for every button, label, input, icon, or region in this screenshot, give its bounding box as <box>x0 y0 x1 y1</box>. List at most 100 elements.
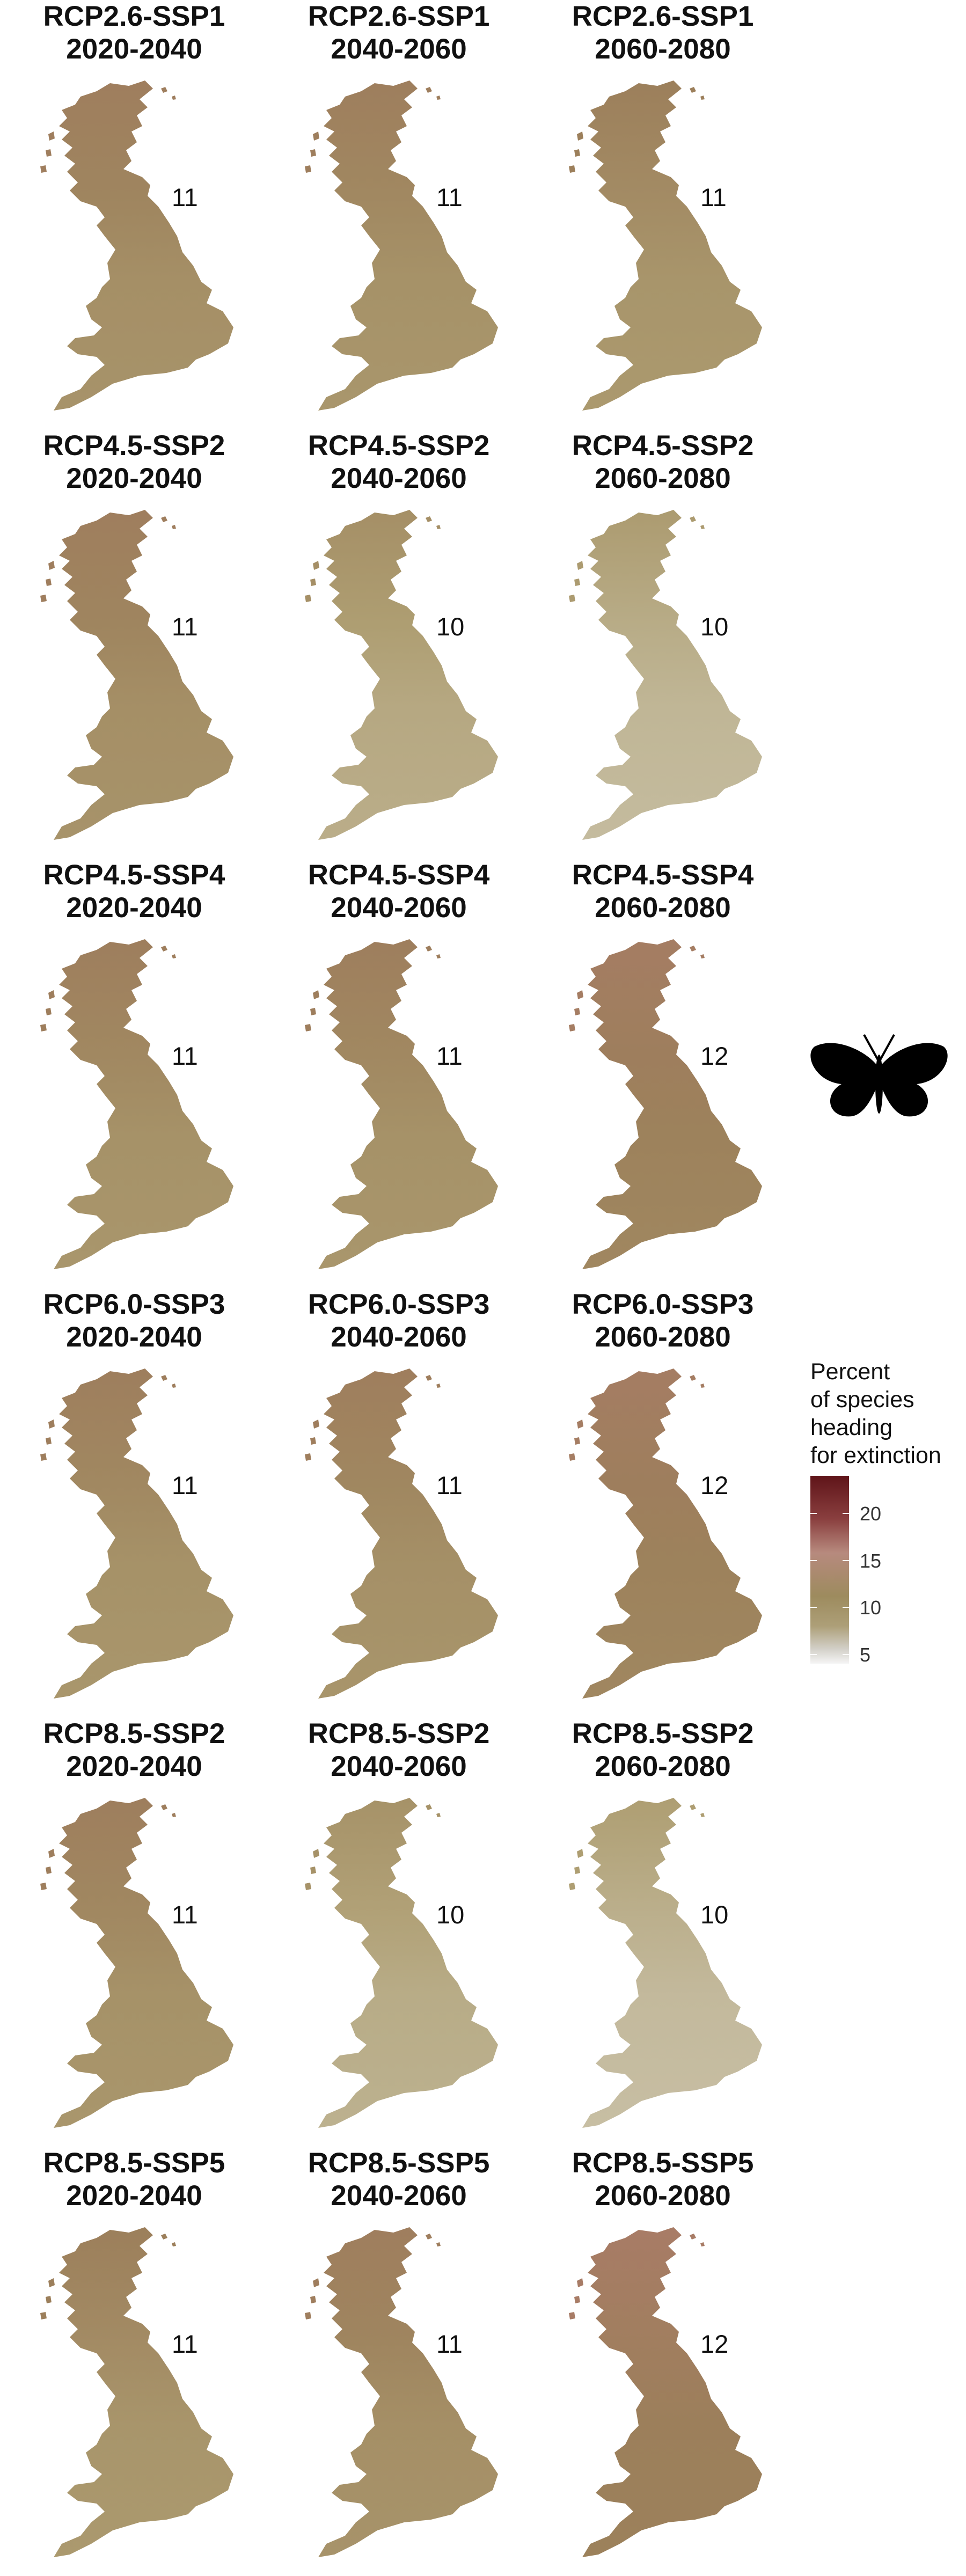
panel-title: RCP6.0-SSP3 2040-2060 <box>273 1288 525 1353</box>
gb-map <box>569 2227 762 2557</box>
gb-map <box>305 80 498 411</box>
legend-title-line: Percent <box>810 1359 890 1385</box>
gb-map <box>569 939 762 1269</box>
legend-gradient <box>810 1476 849 1664</box>
map-panel: RCP8.5-SSP2 2040-2060 10 <box>273 1717 525 2147</box>
panel-mean-value: 10 <box>700 1900 729 1929</box>
panel-title: RCP8.5-SSP5 2040-2060 <box>273 2147 525 2212</box>
legend-tick-label: 5 <box>860 1643 871 1666</box>
panel-mean-value: 12 <box>700 2330 729 2358</box>
map-panel: RCP8.5-SSP5 2040-2060 11 <box>273 2147 525 2576</box>
panel-period: 2020-2040 <box>66 1321 202 1353</box>
gb-mainland <box>54 1798 233 2128</box>
panel-mean-value: 10 <box>436 612 465 641</box>
panel-mean-value: 10 <box>700 612 729 641</box>
panel-mean-value: 11 <box>436 1042 463 1070</box>
panel-title: RCP8.5-SSP5 2020-2040 <box>8 2147 260 2212</box>
panel-mean-value: 12 <box>700 1471 729 1499</box>
gb-map <box>305 939 498 1269</box>
map-panel: RCP2.6-SSP1 2040-2060 11 <box>273 0 525 429</box>
map-panel: RCP6.0-SSP3 2060-2080 12 <box>537 1288 789 1717</box>
panel-scenario: RCP8.5-SSP2 <box>572 1718 754 1750</box>
panel-period: 2040-2060 <box>331 2180 467 2212</box>
gb-map <box>305 1798 498 2128</box>
panel-period: 2020-2040 <box>66 2180 202 2212</box>
panel-title: RCP8.5-SSP2 2060-2080 <box>537 1717 789 1783</box>
gb-map <box>569 1368 762 1699</box>
panel-scenario: RCP8.5-SSP5 <box>308 2147 490 2179</box>
map-panel: RCP2.6-SSP1 2020-2040 11 <box>8 0 260 429</box>
panel-scenario: RCP4.5-SSP2 <box>308 430 490 462</box>
panel-period: 2060-2080 <box>595 1321 731 1353</box>
panel-scenario: RCP4.5-SSP4 <box>572 859 754 891</box>
panel-scenario: RCP4.5-SSP2 <box>572 430 754 462</box>
panel-title: RCP2.6-SSP1 2040-2060 <box>273 0 525 65</box>
panel-scenario: RCP2.6-SSP1 <box>43 1 225 32</box>
gb-mainland <box>54 939 233 1269</box>
gb-mainland <box>54 2227 233 2557</box>
legend-colorbar: 20 15 10 5 <box>810 1476 881 1666</box>
panel-scenario: RCP2.6-SSP1 <box>308 1 490 32</box>
panel-mean-value: 12 <box>700 1042 729 1070</box>
panel-title: RCP6.0-SSP3 2020-2040 <box>8 1288 260 1353</box>
gb-map <box>305 1368 498 1699</box>
map-panel: RCP4.5-SSP2 2020-2040 11 <box>8 429 260 859</box>
panel-scenario: RCP6.0-SSP3 <box>572 1289 754 1320</box>
gb-mainland <box>582 2227 762 2557</box>
panel-period: 2060-2080 <box>595 1751 731 1782</box>
panel-title: RCP8.5-SSP2 2020-2040 <box>8 1717 260 1783</box>
gb-map <box>40 1798 233 2128</box>
legend-tick-label: 10 <box>860 1597 882 1619</box>
gb-map <box>569 80 762 411</box>
legend-title: Percent of species heading for extinctio… <box>810 1358 966 1469</box>
panel-mean-value: 11 <box>436 183 463 211</box>
gb-map <box>305 2227 498 2557</box>
panel-scenario: RCP2.6-SSP1 <box>572 1 754 32</box>
gb-map <box>305 510 498 840</box>
panel-scenario: RCP6.0-SSP3 <box>43 1289 225 1320</box>
map-panel: RCP2.6-SSP1 2060-2080 11 <box>537 0 789 429</box>
gb-mainland <box>54 1368 233 1699</box>
map-panel: RCP4.5-SSP4 2020-2040 11 <box>8 859 260 1288</box>
panel-scenario: RCP4.5-SSP2 <box>43 430 225 462</box>
map-panel: RCP4.5-SSP2 2040-2060 10 <box>273 429 525 859</box>
panel-period: 2020-2040 <box>66 892 202 924</box>
map-panel: RCP8.5-SSP2 2020-2040 11 <box>8 1717 260 2147</box>
gb-mainland <box>318 2227 498 2557</box>
panel-period: 2020-2040 <box>66 33 202 65</box>
gb-mainland <box>318 1798 498 2128</box>
butterfly-icon <box>804 1030 954 1127</box>
panel-title: RCP4.5-SSP2 2020-2040 <box>8 429 260 495</box>
panel-mean-value: 10 <box>436 1900 465 1929</box>
gb-map <box>40 1368 233 1699</box>
map-panel: RCP6.0-SSP3 2020-2040 11 <box>8 1288 260 1717</box>
panel-scenario: RCP4.5-SSP4 <box>43 859 225 891</box>
panel-title: RCP2.6-SSP1 2020-2040 <box>8 0 260 65</box>
panel-scenario: RCP4.5-SSP4 <box>308 859 490 891</box>
legend-title-line: heading <box>810 1415 893 1440</box>
panel-scenario: RCP8.5-SSP2 <box>308 1718 490 1750</box>
panel-period: 2060-2080 <box>595 2180 731 2212</box>
panel-mean-value: 11 <box>700 183 727 211</box>
panel-title: RCP4.5-SSP2 2060-2080 <box>537 429 789 495</box>
panel-period: 2040-2060 <box>331 463 467 494</box>
gb-mainland <box>318 80 498 411</box>
panel-period: 2040-2060 <box>331 1321 467 1353</box>
gb-map <box>569 510 762 840</box>
panel-title: RCP4.5-SSP4 2040-2060 <box>273 859 525 924</box>
map-panel: RCP8.5-SSP5 2020-2040 11 <box>8 2147 260 2576</box>
panel-title: RCP8.5-SSP5 2060-2080 <box>537 2147 789 2212</box>
panel-period: 2020-2040 <box>66 1751 202 1782</box>
gb-map <box>40 510 233 840</box>
panel-period: 2040-2060 <box>331 1751 467 1782</box>
gb-mainland <box>582 510 762 840</box>
map-panel: RCP4.5-SSP2 2060-2080 10 <box>537 429 789 859</box>
panel-mean-value: 11 <box>172 183 198 211</box>
map-panel: RCP4.5-SSP4 2040-2060 11 <box>273 859 525 1288</box>
panel-mean-value: 11 <box>172 1042 198 1070</box>
panel-title: RCP8.5-SSP2 2040-2060 <box>273 1717 525 1783</box>
panel-scenario: RCP8.5-SSP2 <box>43 1718 225 1750</box>
gb-mainland <box>582 939 762 1269</box>
panel-title: RCP4.5-SSP4 2060-2080 <box>537 859 789 924</box>
